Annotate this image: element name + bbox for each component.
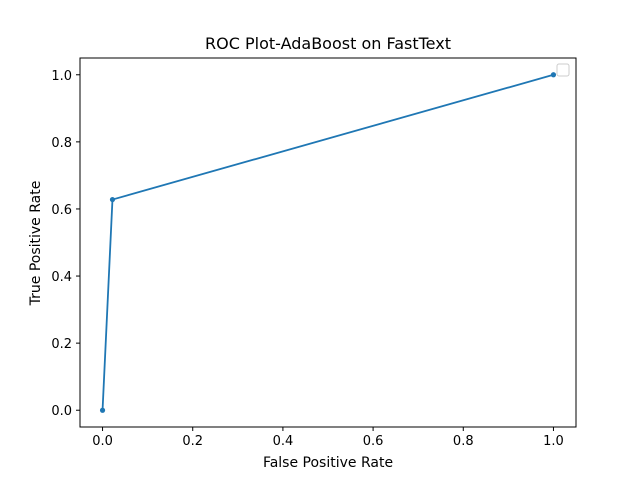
axes-frame [79, 57, 577, 428]
roc-data-point [109, 196, 116, 203]
roc-data-point [99, 407, 106, 413]
y-tick-label: 0.6 [51, 203, 72, 218]
x-tick-label: 0.8 [453, 434, 474, 449]
x-tick-label: 0.6 [363, 434, 384, 449]
legend-box [556, 63, 570, 77]
x-tick-label: 0.0 [92, 434, 113, 449]
y-tick-label: 0.4 [51, 270, 72, 285]
y-tick-label: 1.0 [51, 69, 72, 84]
x-tick-label: 0.4 [273, 434, 294, 449]
y-tick-label: 0.2 [51, 337, 72, 352]
chart-title: ROC Plot-AdaBoost on FastText [205, 34, 451, 53]
x-tick-label: 0.2 [182, 434, 203, 449]
roc-data-point [550, 72, 557, 78]
x-tick-label: 1.0 [543, 434, 564, 449]
y-tick-label: 0.0 [51, 404, 72, 419]
y-tick-label: 0.8 [51, 136, 72, 151]
x-axis-label: False Positive Rate [263, 455, 393, 471]
y-axis-label: True Positive Rate [28, 181, 44, 307]
plot-area: 0.0 0.2 0.4 0.6 0.8 1.0 0.0 0.2 0.4 0.6 0.8 1.0 [51, 57, 577, 449]
